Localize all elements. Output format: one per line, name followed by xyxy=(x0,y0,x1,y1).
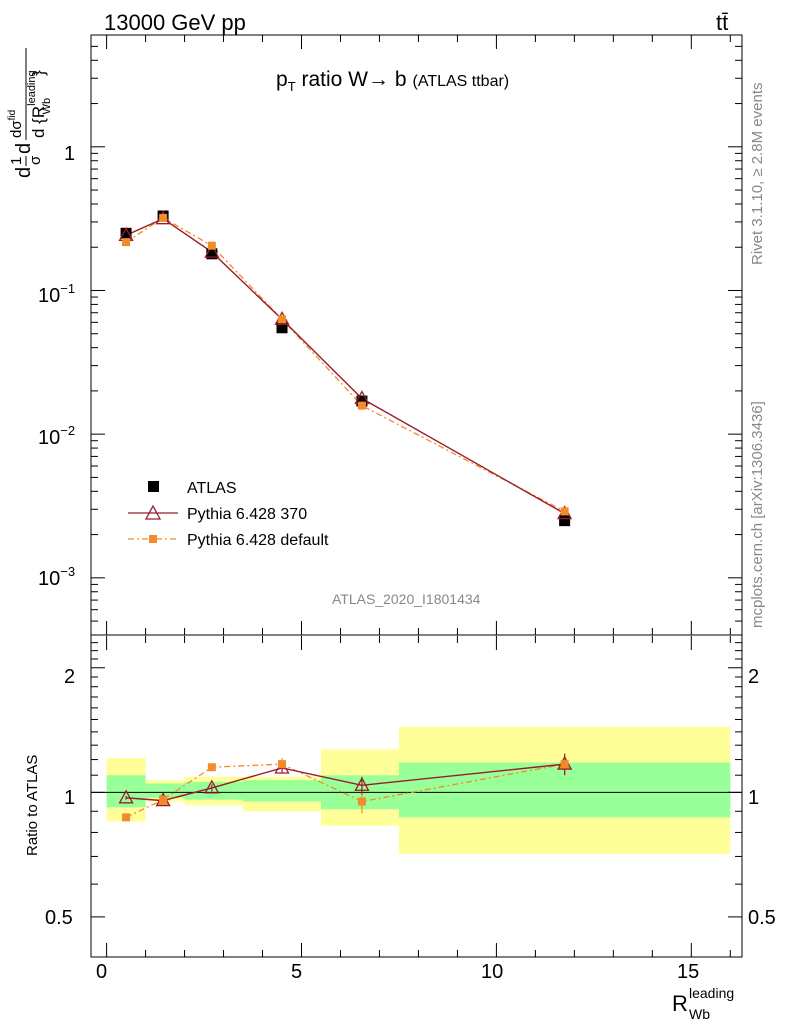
main-line-pythia370 xyxy=(125,217,565,515)
legend-marker-atlas xyxy=(148,481,159,492)
ratio-point-pythia-default-0 xyxy=(122,813,131,822)
ratio-line-pythia370 xyxy=(126,763,565,802)
analysis-id: ATLAS_2020_I1801434 xyxy=(332,591,481,607)
ratio-plot-frame xyxy=(90,634,743,958)
svg-text:Wb: Wb xyxy=(689,1006,710,1022)
ratio-y-axis-label: Ratio to ATLAS xyxy=(24,755,41,856)
ratio-point-pythia-default-5 xyxy=(560,760,569,769)
legend-marker-pythia370 xyxy=(144,504,162,520)
band-inner-bin-3 xyxy=(243,780,321,802)
ratio-point-pythia370-4 xyxy=(354,776,370,791)
ytick-label-1e-3: 10−3 xyxy=(38,564,75,590)
main-point-atlas-0 xyxy=(120,227,132,239)
main-point-atlas-2 xyxy=(206,248,218,260)
mcplots-label: mcplots.cern.ch [arXiv:1306.3436] xyxy=(749,401,766,628)
main-y-tick-labels: 10−3 10−2 10−1 1 xyxy=(38,143,75,590)
ratio-point-pythia-default-2 xyxy=(207,763,216,772)
ytick-label-1e-2: 10−2 xyxy=(38,423,75,449)
xtick-label-10: 10 xyxy=(481,961,503,983)
x-axis-label: R leading Wb xyxy=(672,985,734,1022)
ratio-tick-1-right: 1 xyxy=(748,787,759,809)
svg-text:R: R xyxy=(672,991,688,1016)
ratio-tick-1-left: 1 xyxy=(64,787,75,809)
ytick-label-1: 1 xyxy=(64,143,75,165)
ytick-label-1e-1: 10−1 xyxy=(38,281,75,307)
xtick-label-15: 15 xyxy=(677,961,699,983)
svg-text:d: d xyxy=(13,143,35,154)
ratio-tick-2-left: 2 xyxy=(64,666,75,688)
ratio-tick-0-5-right: 0.5 xyxy=(748,907,776,929)
ratio-y-tick-labels: 0.5 1 2 0.5 1 2 xyxy=(45,666,776,929)
main-line-pythia-default xyxy=(125,217,565,512)
ratio-point-pythia-default-4 xyxy=(357,797,366,806)
ratio-point-pythia-default-1 xyxy=(159,795,168,804)
ratio-tick-0-5-left: 0.5 xyxy=(45,907,73,929)
main-point-pythia-default-4 xyxy=(357,401,366,410)
main-point-atlas-4 xyxy=(356,395,368,407)
process-label: tt̄ xyxy=(716,10,728,35)
legend-label-atlas: ATLAS xyxy=(187,480,237,497)
main-point-pythia370-2 xyxy=(204,243,220,258)
legend: ATLAS Pythia 6.428 370 Pythia 6.428 defa… xyxy=(128,480,329,549)
legend-marker-pythia-default xyxy=(149,535,157,543)
ratio-series-layer xyxy=(118,753,573,822)
svg-text:d {RleadingWb}: d {RleadingWb} xyxy=(26,70,53,138)
main-point-pythia-default-1 xyxy=(159,213,168,222)
plot-title: pT ratio W→ b (ATLAS ttbar) xyxy=(276,68,509,94)
legend-label-pythia370: Pythia 6.428 370 xyxy=(187,506,307,523)
energy-label: 13000 GeV pp xyxy=(104,10,246,35)
legend-label-pythia-default: Pythia 6.428 default xyxy=(187,532,329,549)
band-inner-bin-1 xyxy=(145,783,185,798)
ratio-point-pythia370-2 xyxy=(204,779,220,794)
svg-text:σ: σ xyxy=(27,155,44,165)
ratio-tick-2-right: 2 xyxy=(748,666,759,688)
svg-text:d: d xyxy=(13,167,35,178)
ratio-point-pythia-default-3 xyxy=(278,760,287,769)
main-point-pythia-default-5 xyxy=(560,507,569,516)
main-point-pythia-default-2 xyxy=(207,241,216,250)
main-series-layer xyxy=(118,210,573,527)
main-point-atlas-3 xyxy=(276,322,288,334)
svg-text:dσfid: dσfid xyxy=(7,110,25,138)
band-inner-bin-2 xyxy=(184,781,244,800)
xtick-label-0: 0 xyxy=(96,961,107,983)
rivet-label: Rivet 3.1.10, ≥ 2.8M events xyxy=(749,83,766,266)
main-y-axis-label: d 1 σ d dσfid d {RleadingWb} xyxy=(7,48,53,178)
x-tick-labels: 0 5 10 15 xyxy=(96,961,699,983)
main-point-pythia-default-0 xyxy=(122,238,131,247)
ratio-point-pythia370-0 xyxy=(118,789,134,804)
svg-text:leading: leading xyxy=(689,985,734,1001)
xtick-label-5: 5 xyxy=(291,961,302,983)
svg-text:1: 1 xyxy=(8,157,25,165)
axes-ticks xyxy=(91,34,742,958)
main-point-pythia-default-3 xyxy=(278,315,287,324)
main-point-atlas-5 xyxy=(559,515,571,527)
